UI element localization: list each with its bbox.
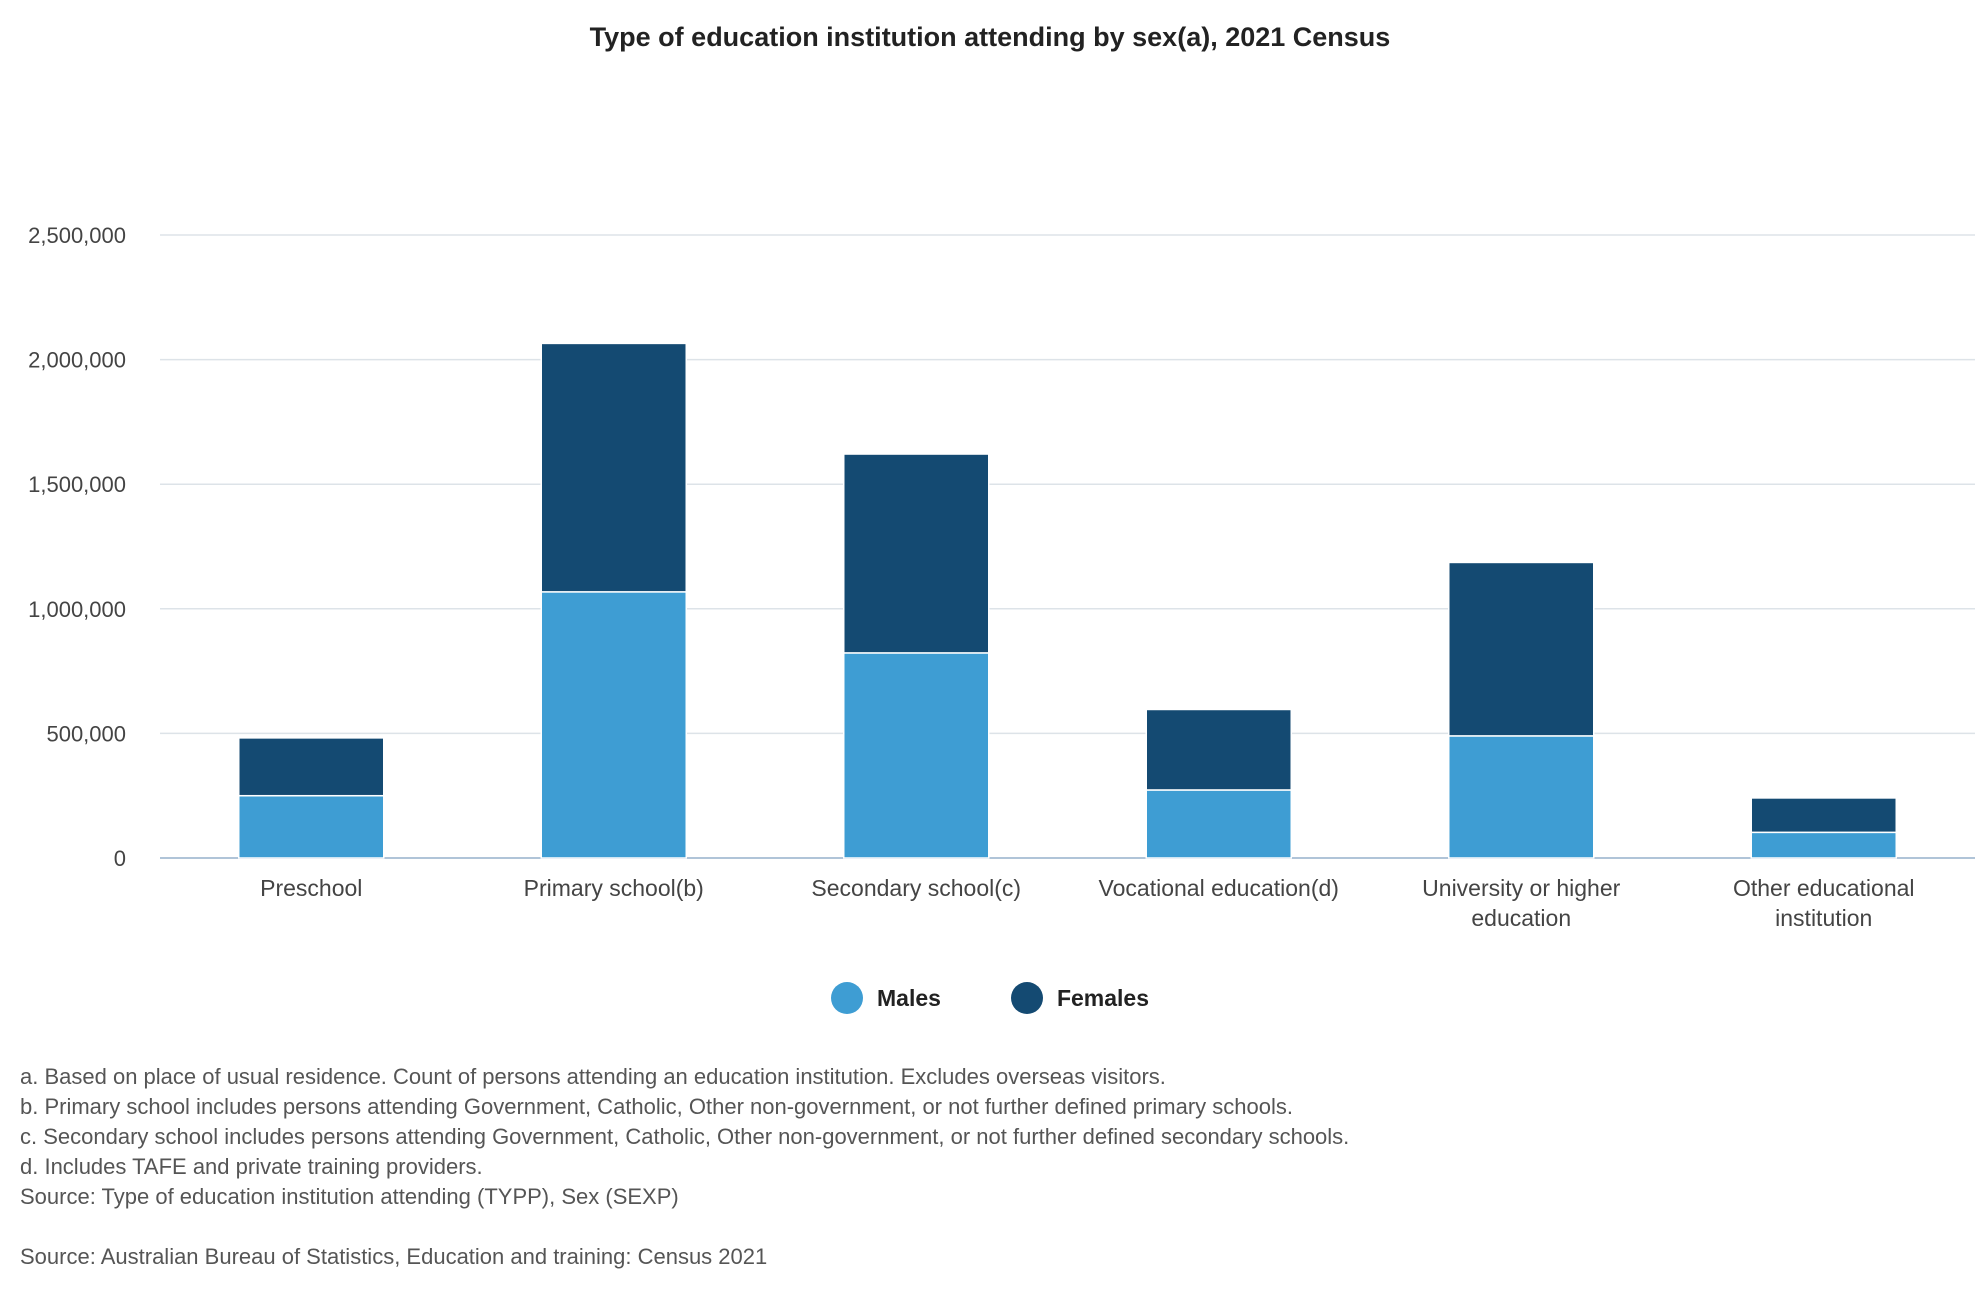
bar-males[interactable] [843,652,990,859]
bar-females[interactable] [1448,561,1595,737]
footnote-d: d. Includes TAFE and private training pr… [20,1154,483,1179]
bar-males[interactable] [1448,735,1595,859]
bar-males[interactable] [238,794,385,859]
males-swatch-icon [831,982,863,1014]
labels-layer: 0 500,000 1,000,000 1,500,000 2,000,000 2,500… [28,223,1914,931]
legend-label-males: Males [877,984,941,1011]
x-category-label: Vocational education(d) [1099,875,1339,901]
grid-layer [160,234,1975,859]
bar-males[interactable] [1750,831,1897,859]
x-category-label: Preschool [260,875,362,901]
y-tick-label: 1,000,000 [28,597,126,622]
x-category-label: Other educational [1733,875,1915,901]
x-category-label: institution [1775,905,1872,931]
footnotes: a. Based on place of usual residence. Co… [20,1062,1349,1212]
x-category-label: Primary school(b) [524,875,704,901]
footnote-a: a. Based on place of usual residence. Co… [20,1064,1166,1089]
footnote-b: b. Primary school includes persons atten… [20,1094,1293,1119]
bars-layer [238,342,1897,859]
bar-females[interactable] [1145,708,1292,791]
legend-item-males[interactable]: Males [831,982,941,1014]
legend-label-females: Females [1056,984,1149,1011]
legend: Males Females [0,982,1980,1014]
source-note: Source: Australian Bureau of Statistics,… [20,1244,768,1269]
bar-males[interactable] [540,591,687,859]
bar-females[interactable] [1750,797,1897,834]
chart-title: Type of education institution attending … [589,22,1391,52]
bar-females[interactable] [238,737,385,797]
y-tick-label: 2,500,000 [28,223,126,248]
y-tick-label: 1,500,000 [28,472,126,497]
stacked-bar-chart: 0 500,000 1,000,000 1,500,000 2,000,000 2,500… [28,223,1975,931]
y-tick-label: 500,000 [46,721,126,746]
footnote-c: c. Secondary school includes persons att… [20,1124,1350,1149]
bar-females[interactable] [843,453,990,654]
bar-males[interactable] [1145,789,1292,859]
legend-item-females[interactable]: Females [1010,982,1149,1014]
x-category-label: University or higher [1422,875,1620,901]
x-category-label: Secondary school(c) [811,875,1021,901]
footnote-source: Source: Type of education institution at… [20,1184,679,1209]
x-category-label: education [1471,905,1571,931]
y-tick-label: 0 [114,846,126,871]
bar-females[interactable] [540,342,687,593]
females-swatch-icon [1010,982,1043,1014]
y-tick-label: 2,000,000 [28,348,126,373]
